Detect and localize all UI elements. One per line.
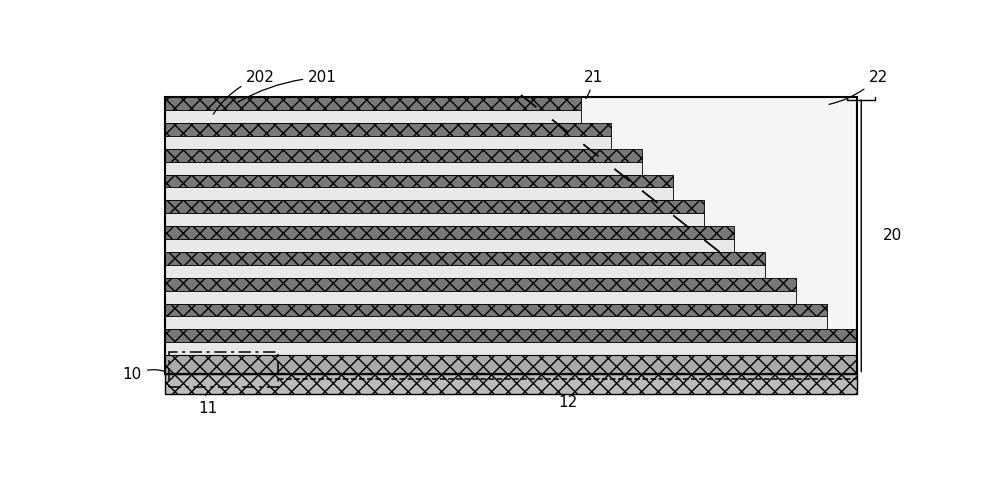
- Bar: [165, 342, 857, 355]
- Text: 22: 22: [829, 70, 888, 104]
- Bar: [165, 239, 734, 252]
- Bar: [165, 213, 704, 226]
- Bar: [165, 303, 827, 316]
- Bar: [165, 136, 611, 149]
- Bar: [165, 355, 857, 373]
- Bar: [165, 97, 857, 374]
- Bar: [165, 97, 857, 374]
- Bar: [165, 329, 857, 342]
- Text: 10: 10: [123, 367, 183, 383]
- Bar: [165, 97, 581, 110]
- Bar: [165, 123, 611, 136]
- Bar: [165, 291, 796, 303]
- Text: 11: 11: [198, 389, 218, 416]
- Text: 201: 201: [237, 70, 337, 102]
- Bar: [165, 226, 734, 239]
- Text: 202: 202: [213, 70, 275, 114]
- Text: 20: 20: [883, 228, 902, 243]
- Bar: [165, 252, 765, 265]
- Bar: [165, 374, 857, 394]
- Bar: [165, 200, 704, 213]
- Bar: [165, 110, 581, 123]
- Bar: [165, 149, 642, 162]
- Bar: [165, 187, 673, 200]
- Bar: [169, 352, 278, 387]
- Bar: [165, 265, 765, 278]
- Text: 21: 21: [584, 70, 604, 99]
- Text: 12: 12: [558, 382, 577, 410]
- Bar: [165, 278, 796, 291]
- Bar: [165, 162, 642, 174]
- Bar: [165, 174, 673, 187]
- Bar: [165, 316, 827, 329]
